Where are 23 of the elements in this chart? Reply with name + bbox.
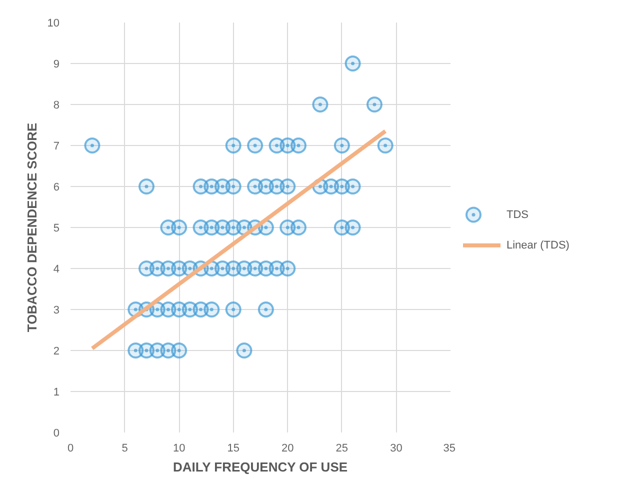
x-tick-label: 5 (122, 442, 128, 454)
x-tick-label: 35 (443, 442, 456, 454)
y-tick-label: 3 (53, 304, 60, 316)
x-tick-label: 20 (282, 442, 294, 454)
y-tick-label: 0 (53, 428, 60, 440)
x-tick-label: 10 (172, 442, 186, 454)
legend-label: Linear (TDS) (506, 239, 570, 252)
y-tick-label: 8 (53, 100, 60, 112)
x-tick-label: 25 (336, 442, 348, 454)
y-tick-label: 5 (53, 222, 60, 234)
x-tick-label: 15 (227, 442, 240, 454)
x-tick-label: 0 (67, 442, 74, 454)
y-tick-label: 1 (53, 386, 60, 398)
y-axis-title: TOBACCO DEPENDENCE SCORE (24, 122, 40, 332)
x-tick-label: 30 (390, 442, 402, 454)
y-tick-label: 6 (53, 182, 60, 194)
y-tick-label: 7 (53, 140, 60, 152)
y-tick-label: 9 (53, 58, 60, 70)
y-tick-label: 2 (53, 346, 60, 358)
y-tick-label: 4 (53, 264, 60, 276)
legend-label: TDS (506, 208, 528, 221)
x-axis-title: DAILY FREQUENCY OF USE (172, 460, 348, 474)
y-tick-label: 10 (47, 18, 60, 30)
